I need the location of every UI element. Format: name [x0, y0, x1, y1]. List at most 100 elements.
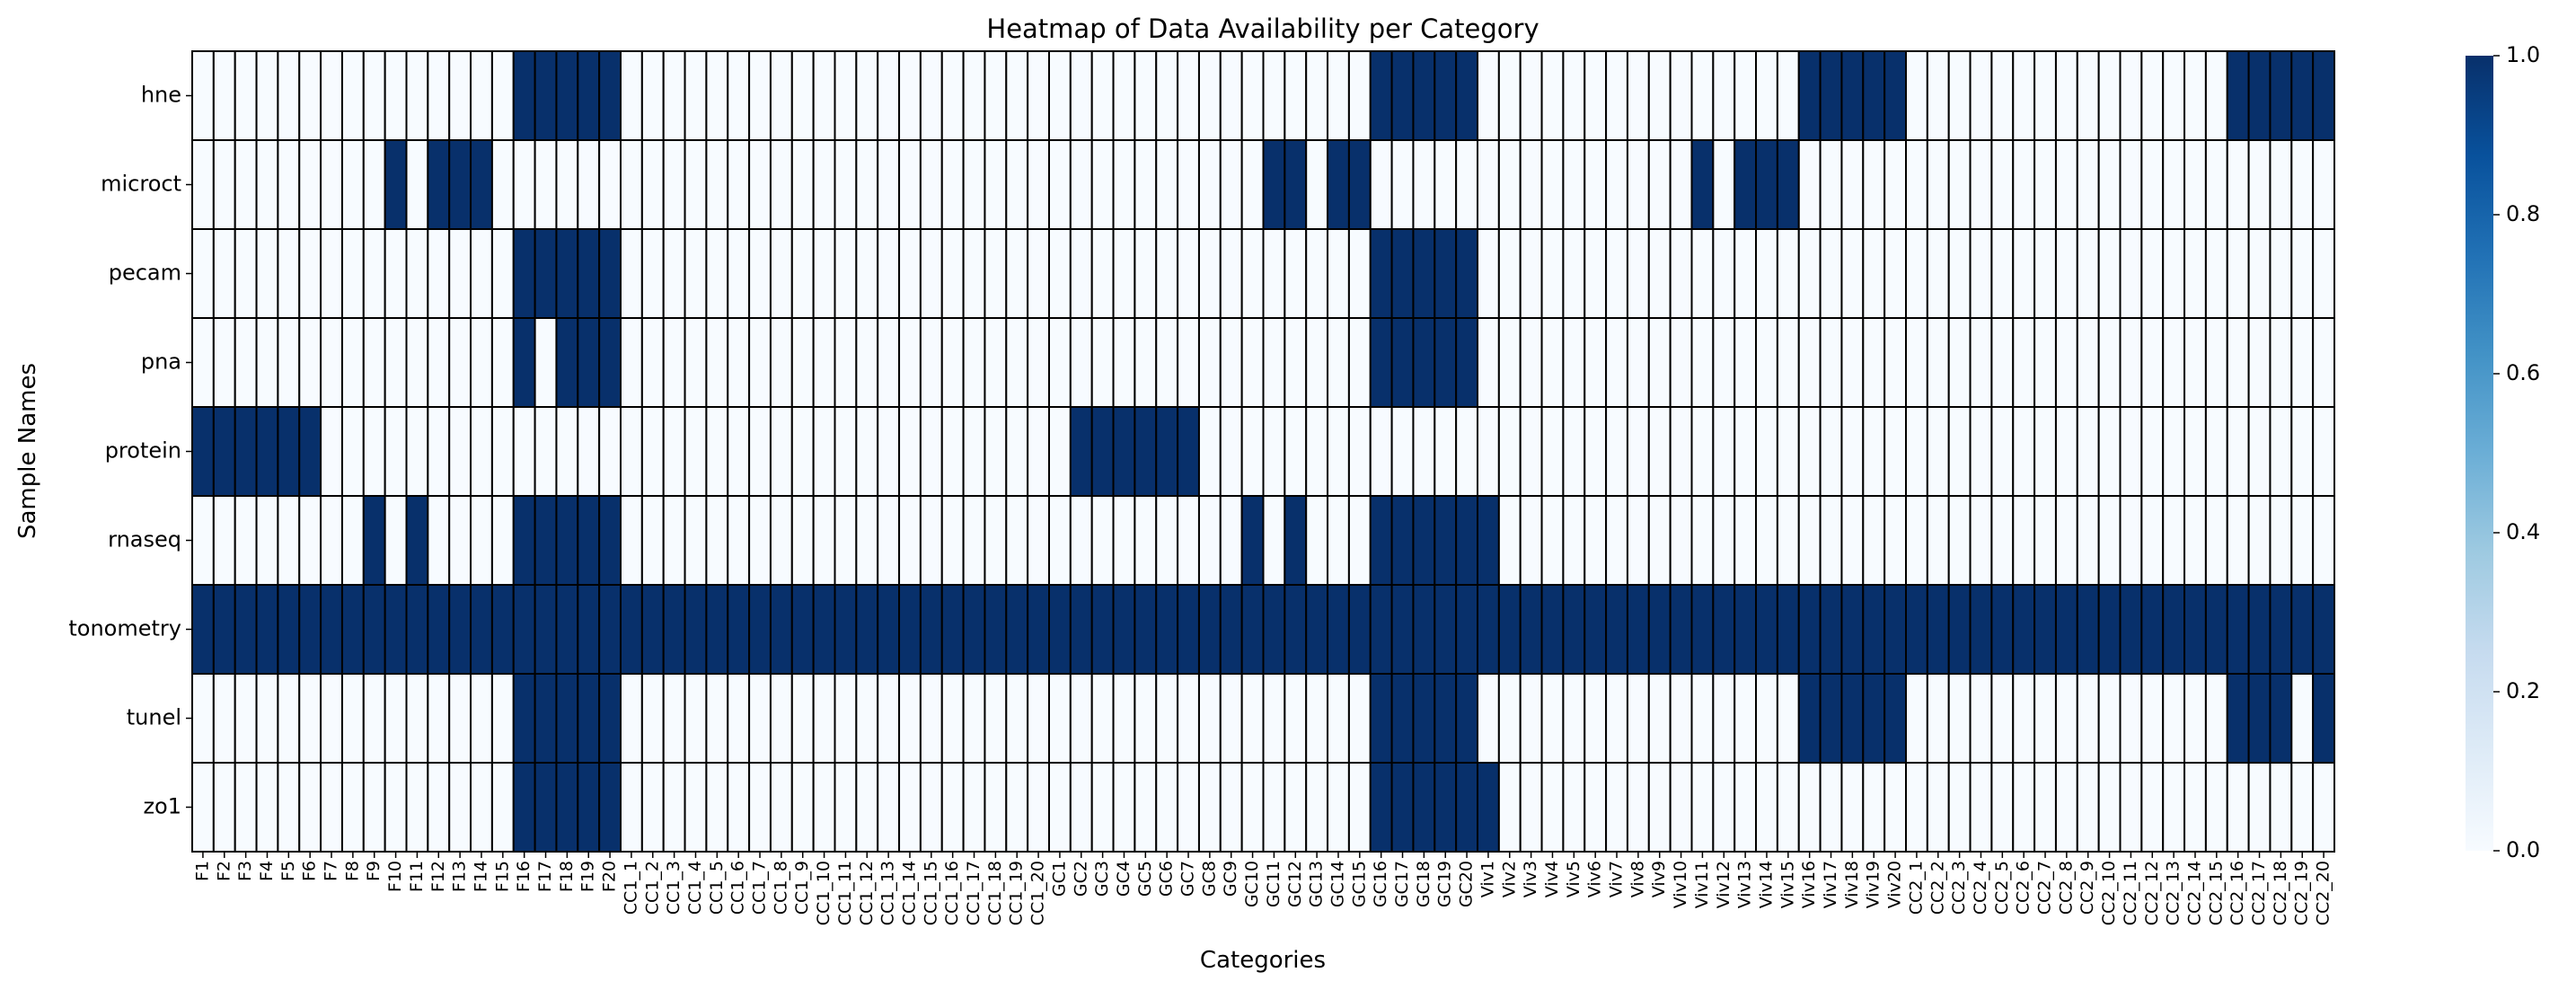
cell-microct-CC2_20 — [2312, 139, 2335, 230]
cell-tunel-CC1_3 — [662, 673, 686, 764]
cell-tunel-CC1_19 — [1005, 673, 1029, 764]
cell-microct-Viv1 — [1477, 139, 1500, 230]
cell-hne-CC2_16 — [2226, 50, 2250, 141]
cell-microct-CC1_3 — [662, 139, 686, 230]
x-tick-label-Viv7: Viv7 — [1607, 861, 1627, 897]
cell-pecam-Viv6 — [1584, 228, 1608, 319]
cell-zo1-CC1_13 — [877, 762, 901, 853]
cell-tonometry-F4 — [255, 584, 279, 675]
cell-hne-CC1_11 — [834, 50, 858, 141]
x-tick-label-CC2_18: CC2_18 — [2271, 861, 2290, 925]
cell-tunel-Viv5 — [1562, 673, 1586, 764]
cell-pecam-CC2_20 — [2312, 228, 2335, 319]
cell-pna-CC1_19 — [1005, 317, 1029, 408]
cell-rnaseq-F12 — [427, 495, 451, 586]
cell-pna-Viv2 — [1497, 317, 1522, 408]
cell-pna-GC2 — [1069, 317, 1093, 408]
cell-microct-F18 — [555, 139, 579, 230]
cell-protein-CC1_18 — [984, 406, 1008, 497]
cell-zo1-Viv7 — [1605, 762, 1628, 853]
cell-tunel-CC2_12 — [2140, 673, 2165, 764]
cell-tonometry-GC3 — [1090, 584, 1115, 675]
cell-zo1-Viv17 — [1819, 762, 1843, 853]
cell-hne-CC2_7 — [2033, 50, 2057, 141]
cell-tonometry-CC2_3 — [1947, 584, 1972, 675]
cell-pecam-CC2_16 — [2226, 228, 2250, 319]
cell-zo1-F15 — [490, 762, 515, 853]
cell-pecam-F12 — [427, 228, 451, 319]
cell-tonometry-CC1_18 — [984, 584, 1008, 675]
cell-microct-Viv10 — [1669, 139, 1693, 230]
cell-zo1-Viv11 — [1690, 762, 1715, 853]
x-tick-labels: F1 F2 F3 F4 F5 F6 F7 F8 F9 F10 F11 F12 F13 F14 F15 F16 F… — [192, 852, 2333, 925]
cell-rnaseq-Viv6 — [1584, 495, 1608, 586]
cell-tunel-CC2_13 — [2162, 673, 2186, 764]
cell-hne-CC2_14 — [2183, 50, 2207, 141]
cell-pna-CC1_9 — [790, 317, 815, 408]
x-tick-label-F2: F2 — [214, 861, 234, 881]
cell-hne-GC17 — [1390, 50, 1415, 141]
cell-rnaseq-GC9 — [1219, 495, 1243, 586]
y-tick-label-tunel: tunel — [127, 705, 181, 730]
cell-tunel-Viv9 — [1647, 673, 1672, 764]
cell-zo1-F17 — [534, 762, 558, 853]
cell-rnaseq-CC2_5 — [1990, 495, 2015, 586]
x-tick-label-GC1: GC1 — [1049, 861, 1069, 897]
cell-protein-F2 — [212, 406, 236, 497]
cell-pna-F2 — [212, 317, 236, 408]
cell-pecam-Viv17 — [1819, 228, 1843, 319]
cell-microct-F8 — [340, 139, 365, 230]
cell-pecam-F17 — [534, 228, 558, 319]
cell-protein-CC2_2 — [1926, 406, 1950, 497]
cell-hne-GC18 — [1412, 50, 1436, 141]
cell-protein-Viv9 — [1647, 406, 1672, 497]
cell-microct-GC17 — [1390, 139, 1415, 230]
x-tick-label-CC1_6: CC1_6 — [728, 861, 748, 915]
cell-pna-CC1_15 — [919, 317, 943, 408]
cell-pna-F4 — [255, 317, 279, 408]
cell-hne-CC1_20 — [1027, 50, 1051, 141]
x-tick-label-GC10: GC10 — [1242, 861, 1262, 907]
cell-rnaseq-F2 — [212, 495, 236, 586]
cell-hne-GC6 — [1155, 50, 1179, 141]
cell-microct-GC14 — [1327, 139, 1350, 230]
cell-microct-F1 — [191, 139, 215, 230]
x-tick-label-CC1_7: CC1_7 — [750, 861, 770, 915]
cell-pecam-Viv5 — [1562, 228, 1586, 319]
x-tick-label-CC1_2: CC1_2 — [642, 861, 662, 915]
cell-rnaseq-F4 — [255, 495, 279, 586]
x-tick-label-CC1_16: CC1_16 — [942, 861, 962, 925]
cell-microct-GC11 — [1262, 139, 1286, 230]
cell-pecam-F4 — [255, 228, 279, 319]
cell-protein-CC1_8 — [769, 406, 793, 497]
cell-tunel-Viv2 — [1497, 673, 1522, 764]
cell-rnaseq-CC2_15 — [2204, 495, 2228, 586]
cell-pna-GC11 — [1262, 317, 1286, 408]
colorbar-tick-label-0.6: 0.6 — [2506, 360, 2540, 385]
cell-tonometry-F19 — [577, 584, 601, 675]
cell-hne-GC9 — [1219, 50, 1243, 141]
cell-pna-GC8 — [1197, 317, 1222, 408]
cell-microct-CC1_13 — [877, 139, 901, 230]
x-tick-label-CC1_20: CC1_20 — [1028, 861, 1048, 925]
cell-microct-F7 — [320, 139, 343, 230]
x-tick-label-CC1_9: CC1_9 — [792, 861, 812, 915]
colorbar-tick-label-0.0: 0.0 — [2506, 837, 2540, 862]
cell-pna-F19 — [577, 317, 601, 408]
cell-zo1-F3 — [234, 762, 258, 853]
cell-tonometry-CC1_12 — [855, 584, 879, 675]
cell-pecam-CC1_1 — [620, 228, 643, 319]
cell-zo1-CC2_5 — [1990, 762, 2015, 853]
cell-pna-CC1_17 — [962, 317, 986, 408]
cell-tunel-GC9 — [1219, 673, 1243, 764]
cell-pna-CC2_19 — [2290, 317, 2315, 408]
cell-tonometry-F10 — [384, 584, 408, 675]
cell-tonometry-CC2_8 — [2054, 584, 2078, 675]
cell-rnaseq-CC1_19 — [1005, 495, 1029, 586]
cell-protein-CC2_3 — [1947, 406, 1972, 497]
cell-tonometry-GC6 — [1155, 584, 1179, 675]
cell-microct-CC2_16 — [2226, 139, 2250, 230]
cell-pecam-CC2_11 — [2119, 228, 2143, 319]
cell-protein-CC1_4 — [684, 406, 708, 497]
cell-pna-CC2_9 — [2076, 317, 2100, 408]
